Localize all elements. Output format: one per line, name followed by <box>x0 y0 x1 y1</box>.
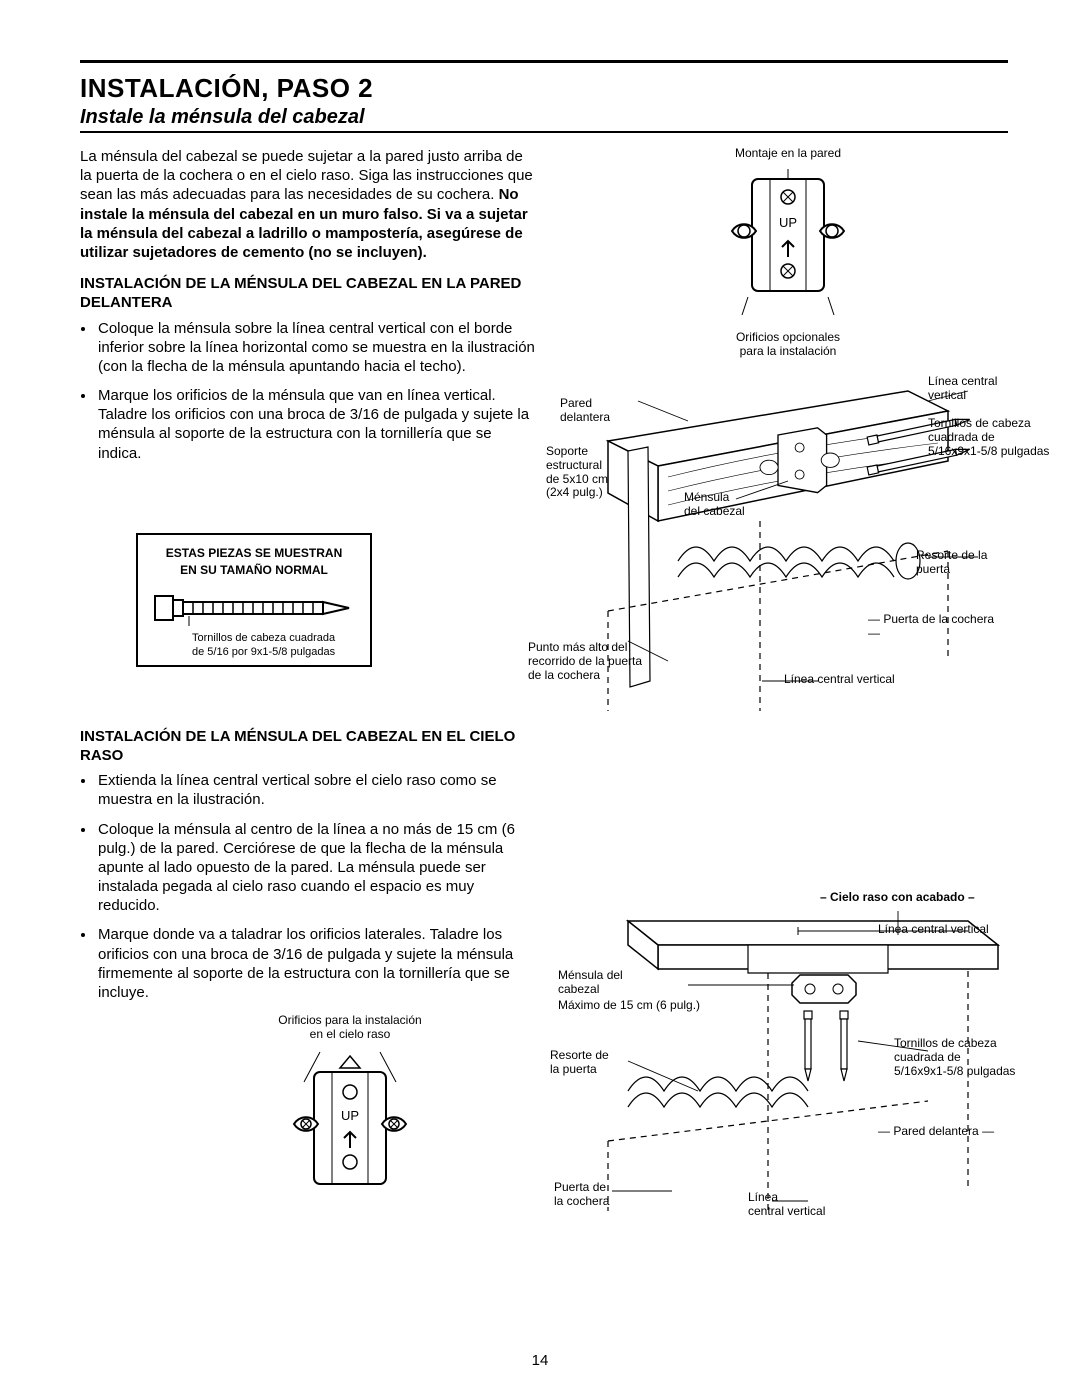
fig2-tornillos: Tornillos de cabezacuadrada de5/16x9x1-5… <box>894 1037 1015 1078</box>
subtitle-rule <box>80 131 1008 133</box>
list-item: Coloque la ménsula al centro de la línea… <box>96 820 538 916</box>
fig1-pared: Pareddelantera <box>560 397 610 425</box>
fig1-lineacv: Línea central vertical <box>784 673 895 687</box>
bracket-bottom-toplabel: Orificios para la instalación en el ciel… <box>260 1014 440 1042</box>
bracket-mini-bottom-icon: UP <box>290 1044 410 1214</box>
page-number: 14 <box>0 1352 1080 1369</box>
right-column: Montaje en la pared UP <box>568 147 1008 1231</box>
bracket-top-bottomlabel: Orificios opcionales para la instalación <box>568 331 1008 359</box>
page-title: INSTALACIÓN, PASO 2 <box>80 73 1008 104</box>
parts-box-title-l1: ESTAS PIEZAS SE MUESTRAN <box>166 546 342 560</box>
figure-ceiling-mount: – Cielo raso con acabado – Línea central… <box>568 891 1008 1231</box>
fig1-tornillos: Tornillos de cabezacuadrada de5/16x9x1-5… <box>928 417 1049 458</box>
parts-box-title-l2: EN SU TAMAÑO NORMAL <box>180 563 328 577</box>
bracket-mini-top-icon: UP <box>728 165 848 325</box>
parts-box-title: ESTAS PIEZAS SE MUESTRAN EN SU TAMAÑO NO… <box>148 545 360 579</box>
top-rule <box>80 60 1008 63</box>
fig1-punto: Punto más alto delrecorrido de la puerta… <box>528 641 642 682</box>
bracket-top-bl1: Orificios opcionales <box>736 330 840 344</box>
left-column: La ménsula del cabezal se puede sujetar … <box>80 147 538 1231</box>
fig1-soporte: Soporteestructuralde 5x10 cm(2x4 pulg.) <box>546 445 608 500</box>
fig2-puerta: Puerta dela cochera <box>554 1181 609 1209</box>
section2-heading: INSTALACIÓN DE LA MÉNSULA DEL CABEZAL EN… <box>80 727 538 765</box>
parts-caption-l1: Tornillos de cabeza cuadrada <box>192 632 335 644</box>
bracket-mini-bottom-wrap: Orificios para la instalación en el ciel… <box>220 1014 538 1214</box>
fig1-mensula: Ménsuladel cabezal <box>684 491 745 519</box>
intro-text: La ménsula del cabezal se puede sujetar … <box>80 148 533 203</box>
intro-para: La ménsula del cabezal se puede sujetar … <box>80 147 538 262</box>
bracket-top-bl2: para la instalación <box>740 344 837 358</box>
columns: La ménsula del cabezal se puede sujetar … <box>80 147 1008 1231</box>
fig1-puerta: — Puerta de la cochera — <box>868 613 1008 641</box>
list-item: Coloque la ménsula sobre la línea centra… <box>96 319 538 377</box>
fig2-pared: — Pared delantera — <box>878 1125 994 1139</box>
fig2-maximo: Máximo de 15 cm (6 pulg.) <box>558 999 700 1013</box>
fig2-resorte: Resorte dela puerta <box>550 1049 609 1077</box>
list-item: Extienda la línea central vertical sobre… <box>96 771 538 809</box>
page: INSTALACIÓN, PASO 2 Instale la ménsula d… <box>0 0 1080 1397</box>
fig2-lineacv-bot: Líneacentral vertical <box>748 1191 825 1219</box>
svg-text:UP: UP <box>779 215 797 230</box>
bracket-top-toplabel: Montaje en la pared <box>568 147 1008 161</box>
lag-screw-icon <box>149 586 359 630</box>
fig2-cielo: – Cielo raso con acabado – <box>820 891 975 905</box>
figure-wall-mount: Línea centralvertical Tornillos de cabez… <box>568 381 1008 721</box>
fig1-resorte: Resorte de la puerta <box>916 549 1008 577</box>
section2-list: Extienda la línea central vertical sobre… <box>80 771 538 1002</box>
fig2-mensula: Ménsula delcabezal <box>558 969 623 997</box>
page-subtitle: Instale la ménsula del cabezal <box>80 106 1008 129</box>
list-item: Marque donde va a taladrar los orificios… <box>96 925 538 1002</box>
bracket-bottom-toplabel-l1: Orificios para la instalación <box>278 1013 421 1027</box>
parts-box: ESTAS PIEZAS SE MUESTRAN EN SU TAMAÑO NO… <box>136 533 372 667</box>
parts-box-caption: Tornillos de cabeza cuadrada de 5/16 por… <box>148 632 360 658</box>
parts-caption-l2: de 5/16 por 9x1-5/8 pulgadas <box>192 646 335 658</box>
fig1-linea-central: Línea centralvertical <box>928 375 997 403</box>
bracket-mini-top-wrap: Montaje en la pared UP <box>568 147 1008 377</box>
bracket-bottom-toplabel-l2: en el cielo raso <box>310 1027 391 1041</box>
list-item: Marque los orificios de la ménsula que v… <box>96 386 538 463</box>
section1-heading: INSTALACIÓN DE LA MÉNSULA DEL CABEZAL EN… <box>80 274 538 312</box>
up-label: UP <box>341 1108 359 1123</box>
fig2-lineacv-top: Línea central vertical <box>878 923 989 937</box>
section1-list: Coloque la ménsula sobre la línea centra… <box>80 319 538 463</box>
